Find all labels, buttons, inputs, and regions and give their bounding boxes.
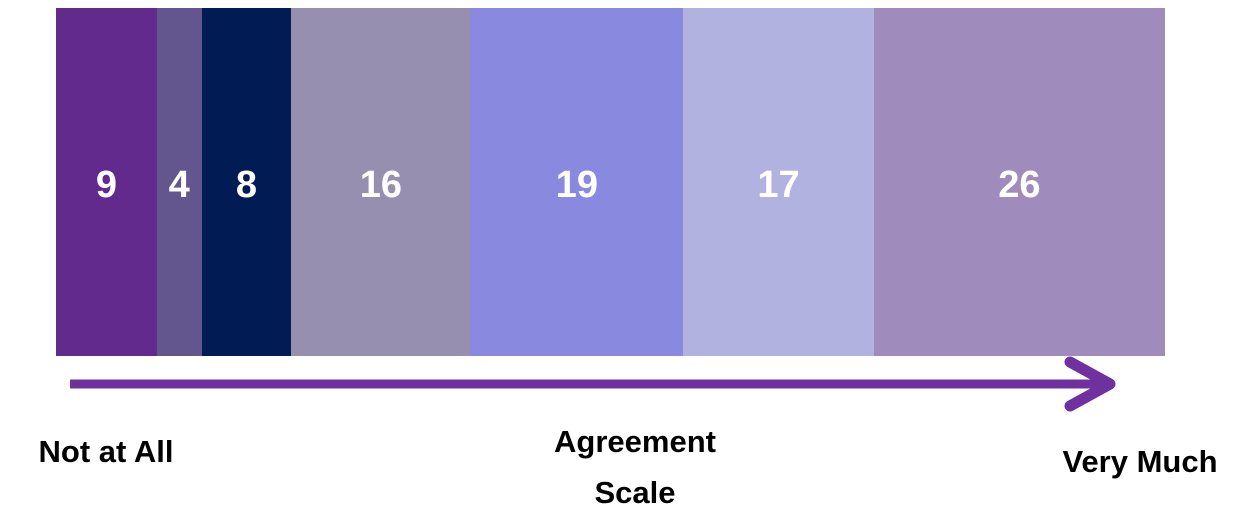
data-label: 16 [359,164,402,206]
data-label: 9 [95,164,117,206]
start-label: Not at All [38,434,174,469]
data-label: 19 [555,164,599,206]
data-label: 17 [757,164,800,206]
arrow-head [1064,356,1116,412]
bar-segment [470,8,684,356]
bar-segment [201,8,292,356]
data-label: 4 [168,164,190,206]
data-label: 8 [235,164,257,206]
data-label: 26 [998,164,1041,206]
end-label: Very Much [1062,444,1218,479]
bar-segment [56,8,157,356]
axis-label: Agreement Scale [554,424,716,510]
bar-segment [156,8,202,356]
bar-segment [873,8,1165,356]
bar-segment [683,8,874,356]
bar-segment [291,8,471,356]
